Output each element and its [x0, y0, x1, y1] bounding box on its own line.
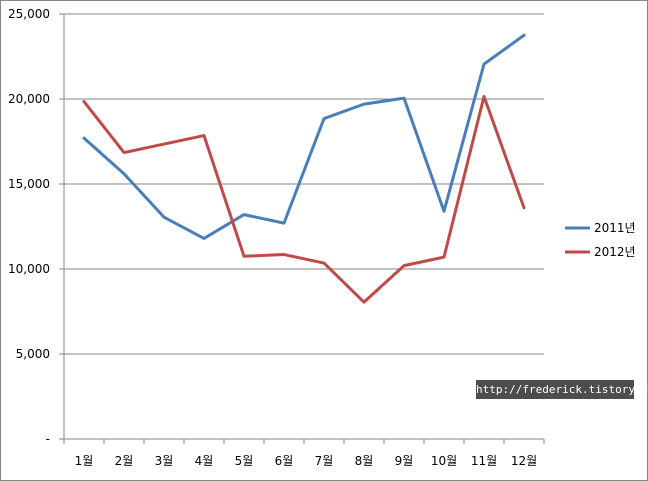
series-line-1 — [82, 94, 526, 304]
y-tick-label: 10,000 — [8, 262, 50, 276]
x-tick-label: 12월 — [511, 454, 537, 468]
x-tick-label: 9월 — [395, 454, 414, 468]
y-tick-label: 25,000 — [8, 7, 50, 21]
y-tick-label: - — [46, 432, 50, 446]
x-tick-label: 4월 — [195, 454, 214, 468]
x-tick-label: 1월 — [75, 454, 94, 468]
x-tick-label: 10월 — [431, 454, 457, 468]
watermark-url: http://frederick.tistory.com — [476, 380, 648, 399]
series-lines — [82, 33, 526, 304]
x-tick-label: 6월 — [275, 454, 294, 468]
axes — [59, 13, 545, 444]
x-tick-labels: 1월 2월 3월 4월 5월 6월 7월 8월 9월 10월 11월 12월 — [75, 454, 538, 468]
x-tick-label: 7월 — [315, 454, 334, 468]
series-line-0 — [82, 33, 526, 240]
x-tick-label: 3월 — [155, 454, 174, 468]
legend: 2011년 2012년 — [565, 221, 636, 259]
legend-label-0: 2011년 — [594, 221, 636, 235]
y-tick-label: 20,000 — [8, 92, 50, 106]
x-tick-label: 8월 — [355, 454, 374, 468]
y-tick-label: 15,000 — [8, 177, 50, 191]
gridlines — [64, 13, 544, 355]
y-tick-labels: - 5,000 10,000 15,000 20,000 25,000 — [8, 7, 50, 446]
y-tick-label: 5,000 — [16, 347, 50, 361]
x-tick-label: 2월 — [115, 454, 134, 468]
x-tick-label: 5월 — [235, 454, 254, 468]
x-tick-label: 11월 — [471, 454, 497, 468]
legend-label-1: 2012년 — [594, 245, 636, 259]
